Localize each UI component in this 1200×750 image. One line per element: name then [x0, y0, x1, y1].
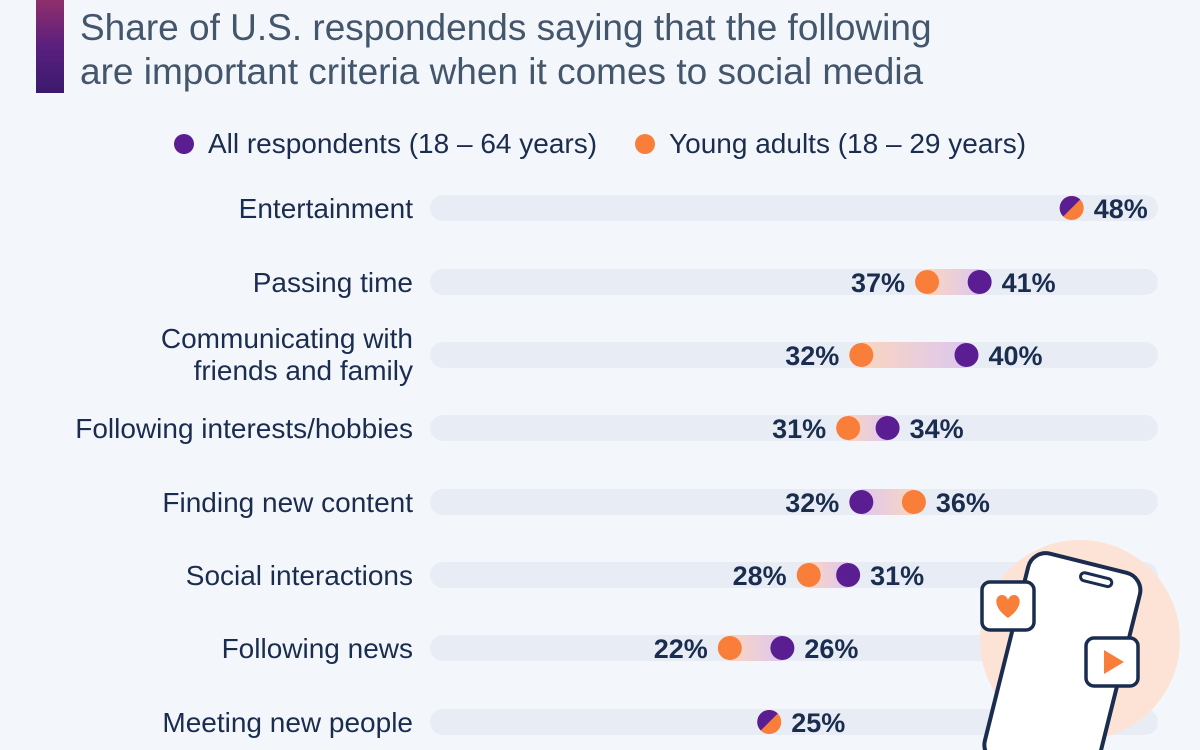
track-bar: [430, 489, 1158, 515]
heart-icon: [980, 580, 1036, 632]
track-bar: [430, 415, 1158, 441]
value-label: 34%: [910, 414, 964, 444]
category-label: Following news: [222, 633, 413, 664]
value-label: 32%: [785, 341, 839, 371]
value-label: 31%: [772, 414, 826, 444]
value-label: 41%: [1002, 268, 1056, 298]
legend: All respondents (18 – 64 years) Young ad…: [0, 128, 1200, 160]
value-label: 28%: [733, 561, 787, 591]
phone-illustration: [980, 540, 1180, 750]
young-adults-point: [849, 343, 874, 367]
value-label: 31%: [870, 561, 924, 591]
young-adults-point: [901, 490, 926, 514]
value-label: 32%: [785, 488, 839, 518]
chart-title: Share of U.S. respondends saying that th…: [80, 6, 1160, 94]
all-respondents-point: [967, 270, 992, 294]
value-label: 37%: [851, 268, 905, 298]
legend-item-all-respondents: All respondents (18 – 64 years): [173, 128, 598, 160]
all-respondents-point: [849, 490, 874, 514]
title-line-2: are important criteria when it comes to …: [80, 51, 924, 92]
legend-dot-all-respondents: [173, 134, 194, 154]
legend-label-all-respondents: All respondents (18 – 64 years): [207, 128, 598, 159]
all-respondents-point: [954, 343, 979, 367]
category-label: Finding new content: [162, 487, 413, 518]
combined-data-point: [1059, 195, 1084, 220]
young-adults-point: [915, 270, 940, 294]
legend-dot-young-adults: [635, 134, 656, 154]
value-label: 40%: [989, 341, 1043, 371]
all-respondents-point: [770, 636, 795, 660]
category-label: Communicating with friends and family: [161, 323, 413, 386]
category-label: Entertainment: [239, 193, 414, 224]
track-bar: [430, 709, 1158, 735]
all-respondents-point: [875, 416, 900, 440]
category-label: Following interests/hobbies: [75, 413, 413, 444]
all-respondents-point: [836, 563, 861, 587]
category-label: Passing time: [253, 267, 413, 298]
legend-label-young-adults: Young adults (18 – 29 years): [669, 128, 1027, 159]
legend-item-young-adults: Young adults (18 – 29 years): [635, 128, 1026, 160]
category-label: Social interactions: [186, 560, 413, 591]
title-line-1: Share of U.S. respondends saying that th…: [80, 7, 932, 48]
value-label: 25%: [791, 708, 845, 738]
value-label: 22%: [654, 634, 708, 664]
play-icon: [1084, 636, 1140, 688]
young-adults-point: [796, 563, 821, 587]
track-bar: [430, 562, 1158, 588]
young-adults-point: [717, 636, 742, 660]
category-label: Meeting new people: [162, 707, 413, 738]
young-adults-point: [836, 416, 861, 440]
value-label: 36%: [936, 488, 990, 518]
connector-bar: [861, 342, 967, 368]
value-label: 48%: [1094, 194, 1148, 224]
track-bar: [430, 195, 1158, 221]
value-label: 26%: [804, 634, 858, 664]
combined-data-point: [757, 709, 782, 734]
title-accent-bar: [36, 0, 64, 93]
